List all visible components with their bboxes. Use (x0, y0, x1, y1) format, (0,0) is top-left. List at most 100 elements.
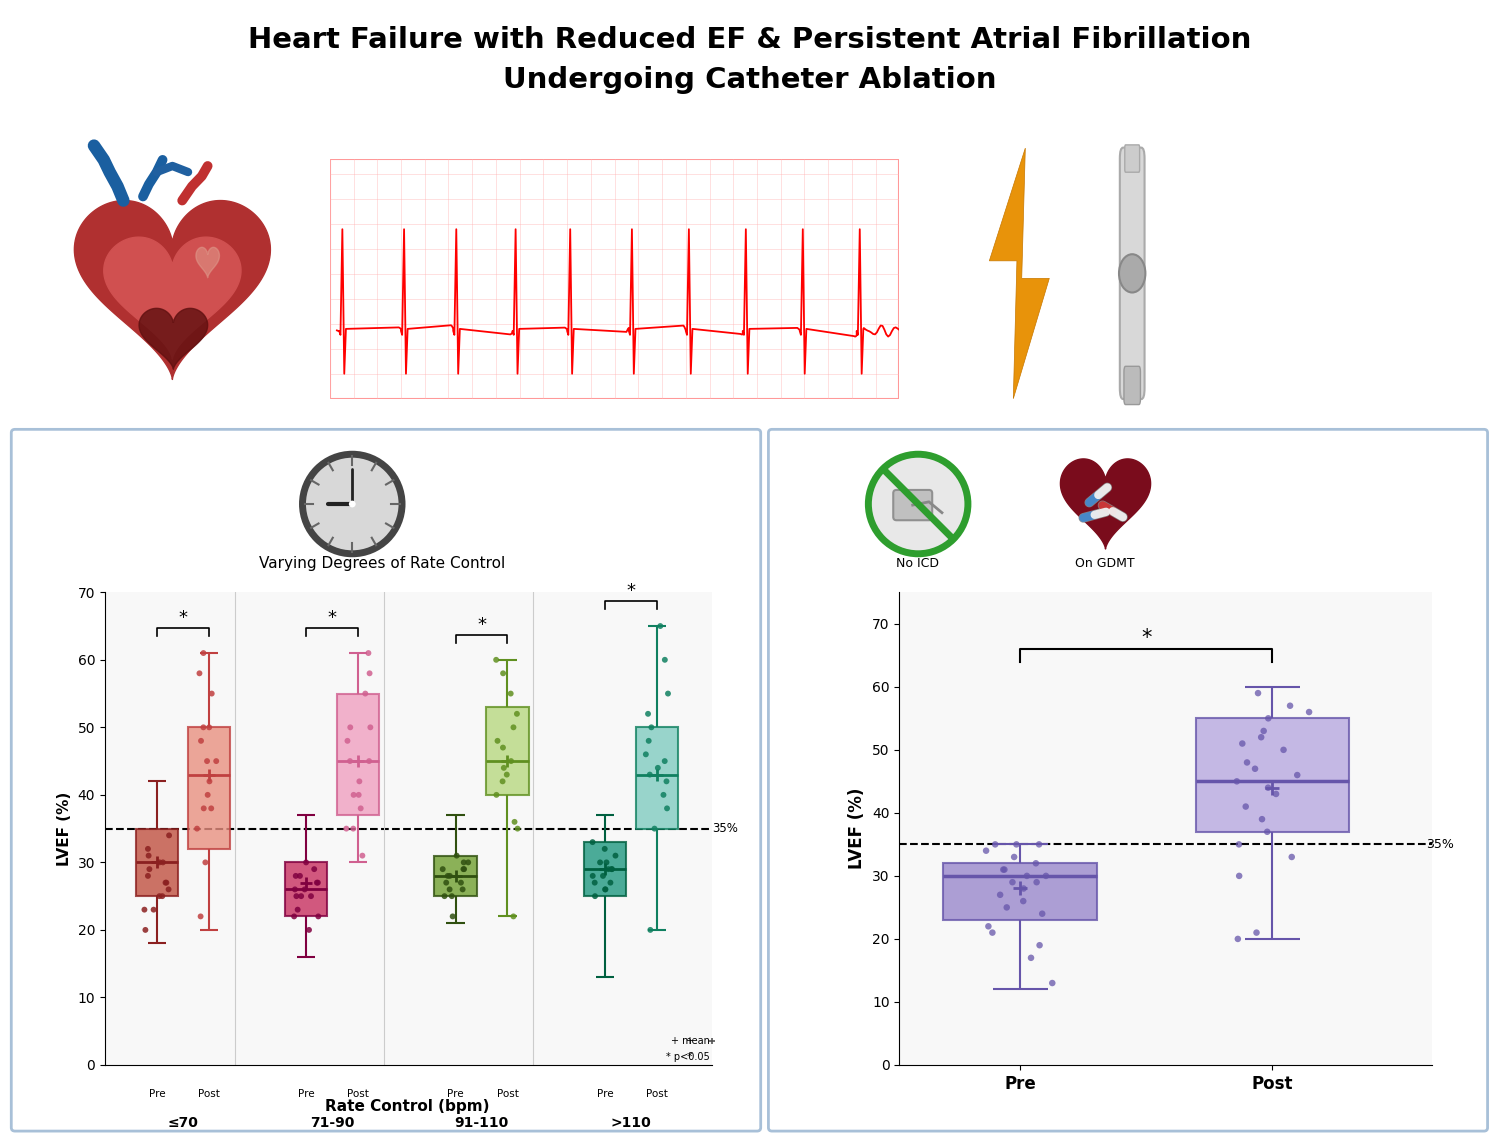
Circle shape (303, 454, 402, 554)
Point (1228, 867, 1252, 885)
Point (648, 617, 672, 636)
Point (133, 920, 157, 939)
Point (147, 887, 171, 906)
Point (654, 650, 678, 669)
Point (1040, 974, 1064, 992)
Point (198, 772, 222, 790)
Point (652, 786, 676, 804)
Y-axis label: LVEF (%): LVEF (%) (848, 788, 866, 869)
FancyBboxPatch shape (943, 863, 1097, 920)
Point (151, 853, 175, 871)
Text: Undergoing Catheter Ablation: Undergoing Catheter Ablation (502, 66, 997, 93)
Point (192, 644, 216, 662)
Point (1264, 785, 1288, 803)
Point (505, 705, 529, 723)
Point (637, 731, 661, 749)
Text: 35%: 35% (712, 822, 738, 835)
Point (342, 786, 366, 804)
Point (604, 846, 628, 865)
Point (339, 719, 363, 737)
Point (303, 860, 327, 878)
Point (349, 800, 373, 818)
Point (436, 867, 460, 885)
Point (1003, 847, 1027, 866)
Point (976, 917, 1000, 935)
Point (991, 860, 1015, 878)
Point (484, 786, 508, 804)
Point (441, 908, 465, 926)
Point (639, 920, 663, 939)
Point (592, 839, 616, 858)
Point (499, 752, 523, 770)
Point (646, 759, 670, 777)
Text: Post: Post (646, 1089, 667, 1099)
Text: 91-110: 91-110 (454, 1115, 508, 1130)
Point (634, 745, 658, 763)
Text: Pre: Pre (447, 1089, 463, 1099)
Point (583, 874, 607, 892)
Point (157, 826, 181, 844)
Point (1256, 779, 1280, 797)
Text: *: * (627, 582, 636, 600)
Point (484, 650, 508, 669)
Point (640, 719, 664, 737)
Point (451, 880, 475, 899)
Point (306, 874, 330, 892)
Text: >110: >110 (610, 1115, 651, 1130)
Point (292, 880, 316, 899)
Text: No ICD: No ICD (896, 557, 938, 571)
Point (505, 819, 529, 837)
Text: Post: Post (496, 1089, 519, 1099)
Polygon shape (75, 200, 270, 379)
Text: *: * (687, 1051, 693, 1062)
Point (439, 887, 463, 906)
Point (154, 874, 178, 892)
FancyBboxPatch shape (486, 707, 529, 795)
Point (298, 887, 322, 906)
Point (1228, 835, 1252, 853)
Point (354, 685, 378, 703)
Point (983, 835, 1007, 853)
Point (358, 664, 382, 682)
Point (445, 846, 469, 865)
Point (283, 880, 307, 899)
Point (492, 738, 516, 756)
Point (580, 867, 604, 885)
Point (492, 759, 516, 777)
Point (438, 867, 462, 885)
Point (636, 705, 660, 723)
Point (192, 800, 216, 818)
Point (1255, 822, 1279, 841)
Point (1004, 835, 1028, 853)
Point (594, 880, 618, 899)
Text: + mean: + mean (672, 1036, 711, 1047)
Point (192, 719, 216, 737)
Point (600, 860, 624, 878)
Point (600, 860, 624, 878)
Point (1030, 904, 1054, 923)
Point (448, 874, 472, 892)
Point (1235, 753, 1259, 771)
Text: Pre: Pre (597, 1089, 613, 1099)
Point (286, 901, 310, 919)
Point (199, 800, 223, 818)
Point (1271, 740, 1295, 759)
Text: ≤70: ≤70 (168, 1115, 198, 1130)
Point (187, 664, 211, 682)
FancyBboxPatch shape (893, 490, 932, 521)
Point (289, 887, 313, 906)
FancyBboxPatch shape (435, 855, 477, 896)
Point (456, 853, 480, 871)
Point (1231, 735, 1255, 753)
Polygon shape (1060, 459, 1151, 549)
Point (136, 839, 160, 858)
Text: * p<0.05: * p<0.05 (667, 1051, 711, 1062)
Point (285, 887, 309, 906)
Point (336, 731, 360, 749)
Polygon shape (139, 309, 208, 369)
Point (132, 901, 156, 919)
Point (499, 685, 523, 703)
Y-axis label: LVEF (%): LVEF (%) (57, 792, 72, 866)
Text: Varying Degrees of Rate Control: Varying Degrees of Rate Control (259, 556, 505, 572)
Point (597, 860, 621, 878)
